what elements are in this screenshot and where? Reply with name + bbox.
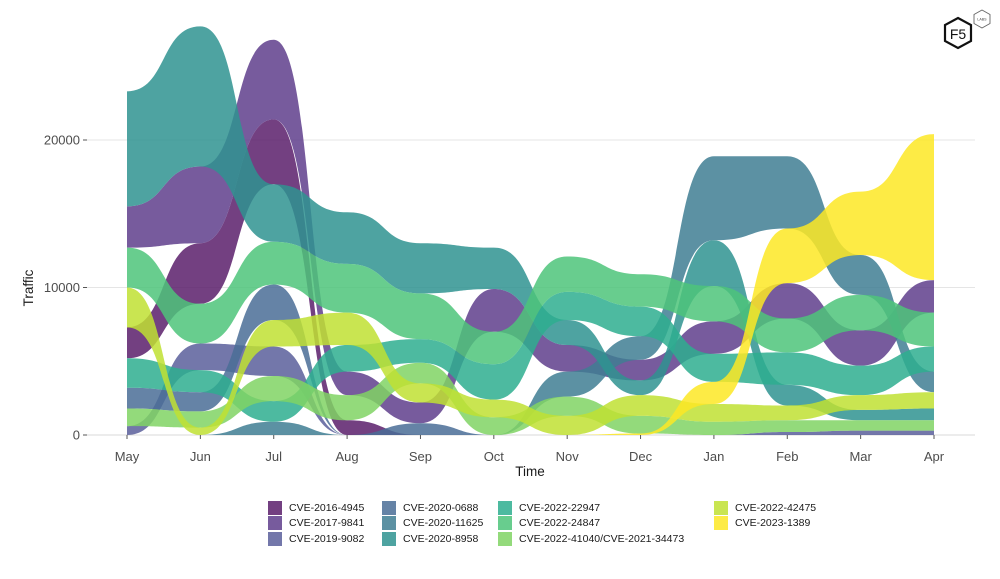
- legend-item: CVE-2020-11625: [382, 516, 492, 532]
- x-tick-label: Dec: [629, 449, 653, 464]
- legend-item: [714, 531, 834, 547]
- legend-swatch: [498, 516, 512, 531]
- legend-label: CVE-2022-42475: [735, 501, 817, 514]
- legend-label: CVE-2022-22947: [519, 501, 601, 514]
- legend-swatch: [268, 516, 282, 531]
- legend-label: CVE-2020-8958: [403, 532, 479, 545]
- x-tick-label: Apr: [924, 449, 945, 464]
- x-axis: May Jun Jul Aug Sep Oct Nov Dec Jan Feb Mar Apr: [115, 435, 945, 464]
- series-area-cve-2022-22947: [127, 291, 934, 422]
- legend-swatch: [498, 500, 512, 515]
- x-tick-label: Aug: [336, 449, 359, 464]
- series-area-cve-2022-24847: [127, 241, 934, 365]
- y-tick-label: 20000: [44, 133, 80, 148]
- legend: CVE-2016-4945 CVE-2020-0688 CVE-2022-22947…: [268, 500, 834, 547]
- x-tick-label: Mar: [849, 449, 872, 464]
- legend-item: CVE-2023-1389: [714, 516, 834, 532]
- series-areas: [127, 26, 934, 435]
- legend-item: CVE-2020-0688: [382, 500, 492, 516]
- legend-item: CVE-2022-22947: [498, 500, 708, 516]
- series-area-cve-2023-1389: [127, 134, 934, 435]
- f5-labs-logo: F5 LABS: [943, 9, 991, 50]
- legend-label: CVE-2017-9841: [289, 517, 365, 530]
- y-tick-label: 10000: [44, 280, 80, 295]
- series-area-cve-2020-8958: [127, 26, 934, 421]
- logo-hexagon: [943, 16, 973, 50]
- y-tick-label: 0: [73, 428, 80, 443]
- legend-label: CVE-2023-1389: [735, 517, 811, 530]
- series-area-cve-2022-41040-cve-2021-34473: [127, 362, 934, 435]
- legend-swatch: [498, 531, 512, 546]
- legend-item: CVE-2017-9841: [268, 516, 376, 532]
- legend-item: CVE-2019-9082: [268, 531, 376, 547]
- legend-swatch: [382, 531, 396, 546]
- legend-item: CVE-2020-8958: [382, 531, 492, 547]
- logo-sub-text: LABS: [977, 18, 987, 22]
- x-tick-label: Oct: [484, 449, 505, 464]
- x-axis-title: Time: [515, 464, 545, 479]
- x-tick-label: Jan: [703, 449, 724, 464]
- legend-item: CVE-2016-4945: [268, 500, 376, 516]
- x-tick-label: Feb: [776, 449, 798, 464]
- legend-swatch: [268, 531, 282, 546]
- legend-label: CVE-2020-0688: [403, 501, 479, 514]
- series-area-cve-2020-11625: [127, 156, 934, 435]
- y-axis-title: Traffic: [21, 269, 36, 306]
- legend-swatch: [382, 500, 396, 515]
- legend-label: CVE-2019-9082: [289, 532, 365, 545]
- legend-label: CVE-2016-4945: [289, 501, 365, 514]
- legend-swatch: [382, 516, 396, 531]
- legend-label: CVE-2022-24847: [519, 517, 601, 530]
- legend-item: CVE-2022-24847: [498, 516, 708, 532]
- legend-item: CVE-2022-42475: [714, 500, 834, 516]
- logo-small-hexagon: [973, 9, 991, 29]
- y-axis: 0 10000 20000: [44, 133, 87, 443]
- legend-swatch: [714, 500, 728, 515]
- x-tick-label: Sep: [409, 449, 432, 464]
- series-area-cve-2019-9082: [127, 343, 934, 435]
- x-tick-label: Nov: [556, 449, 580, 464]
- legend-label: CVE-2022-41040/CVE-2021-34473: [519, 532, 685, 545]
- legend-item: CVE-2022-41040/CVE-2021-34473: [498, 531, 708, 547]
- series-area-cve-2022-42475: [127, 287, 934, 435]
- logo-main-text: F5: [950, 26, 967, 42]
- x-tick-label: Jul: [265, 449, 282, 464]
- legend-swatch: [714, 516, 728, 531]
- legend-label: CVE-2020-11625: [403, 517, 484, 530]
- x-tick-label: Jun: [190, 449, 211, 464]
- legend-swatch: [268, 500, 282, 515]
- series-area-cve-2017-9841: [127, 39, 934, 424]
- x-tick-label: May: [115, 449, 140, 464]
